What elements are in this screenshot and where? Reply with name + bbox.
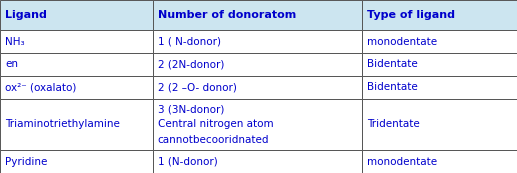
Bar (153, 53, 362, 76)
Bar (153, 76, 362, 99)
Text: Tridentate: Tridentate (367, 119, 420, 129)
Bar (153, 30, 362, 53)
Text: Bidentate: Bidentate (367, 60, 418, 70)
Text: 1 ( N-donor): 1 ( N-donor) (158, 37, 221, 47)
Text: Central nitrogen atom: Central nitrogen atom (158, 119, 273, 129)
Text: cannotbecooridnated: cannotbecooridnated (158, 135, 269, 145)
Text: 3 (3N-donor): 3 (3N-donor) (158, 104, 224, 114)
Text: 1 (N-donor): 1 (N-donor) (158, 157, 218, 167)
Text: 2 (2 –O- donor): 2 (2 –O- donor) (158, 82, 237, 92)
Text: en: en (5, 60, 18, 70)
Bar (0, 76, 153, 99)
Text: monodentate: monodentate (367, 37, 437, 47)
Text: Triaminotriethylamine: Triaminotriethylamine (5, 119, 120, 129)
Text: ox²⁻ (oxalato): ox²⁻ (oxalato) (5, 82, 77, 92)
Text: Number of donoratom: Number of donoratom (158, 10, 296, 20)
Bar (153, 99, 362, 150)
Bar (362, 76, 517, 99)
Bar (362, 53, 517, 76)
Text: 2 (2N-donor): 2 (2N-donor) (158, 60, 224, 70)
Bar (0, 30, 153, 53)
Bar (362, 150, 517, 173)
Bar (0, 99, 153, 150)
Bar (0, 150, 153, 173)
Text: Bidentate: Bidentate (367, 82, 418, 92)
Bar (362, 99, 517, 150)
Text: Type of ligand: Type of ligand (367, 10, 455, 20)
Bar (153, 150, 362, 173)
Bar (0, 53, 153, 76)
Text: NH₃: NH₃ (5, 37, 25, 47)
Bar (362, 0, 517, 30)
Bar (362, 30, 517, 53)
Text: Ligand: Ligand (5, 10, 47, 20)
Bar (153, 0, 362, 30)
Text: Pyridine: Pyridine (5, 157, 48, 167)
Text: monodentate: monodentate (367, 157, 437, 167)
Bar (0, 0, 153, 30)
